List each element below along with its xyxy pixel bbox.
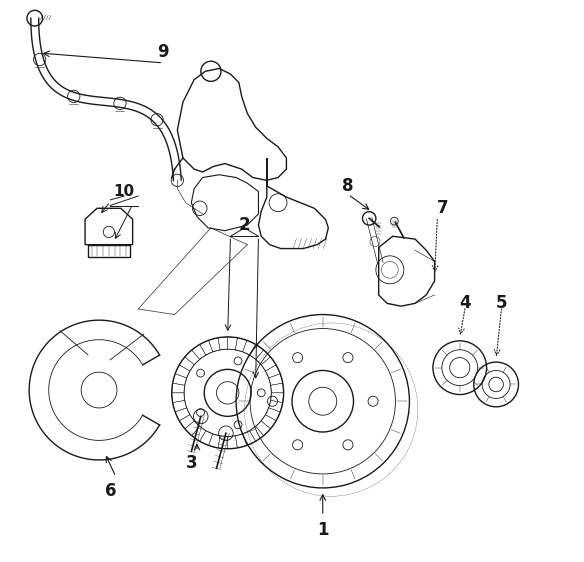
Text: 7: 7 bbox=[437, 200, 449, 217]
Text: 5: 5 bbox=[496, 294, 507, 312]
Text: 6: 6 bbox=[105, 482, 116, 500]
Text: 8: 8 bbox=[342, 177, 354, 195]
Text: 10: 10 bbox=[114, 184, 135, 199]
Text: 9: 9 bbox=[158, 43, 169, 61]
Text: 2: 2 bbox=[239, 216, 251, 234]
Text: 3: 3 bbox=[186, 454, 197, 472]
Text: 4: 4 bbox=[460, 294, 471, 312]
Text: 1: 1 bbox=[317, 521, 329, 539]
